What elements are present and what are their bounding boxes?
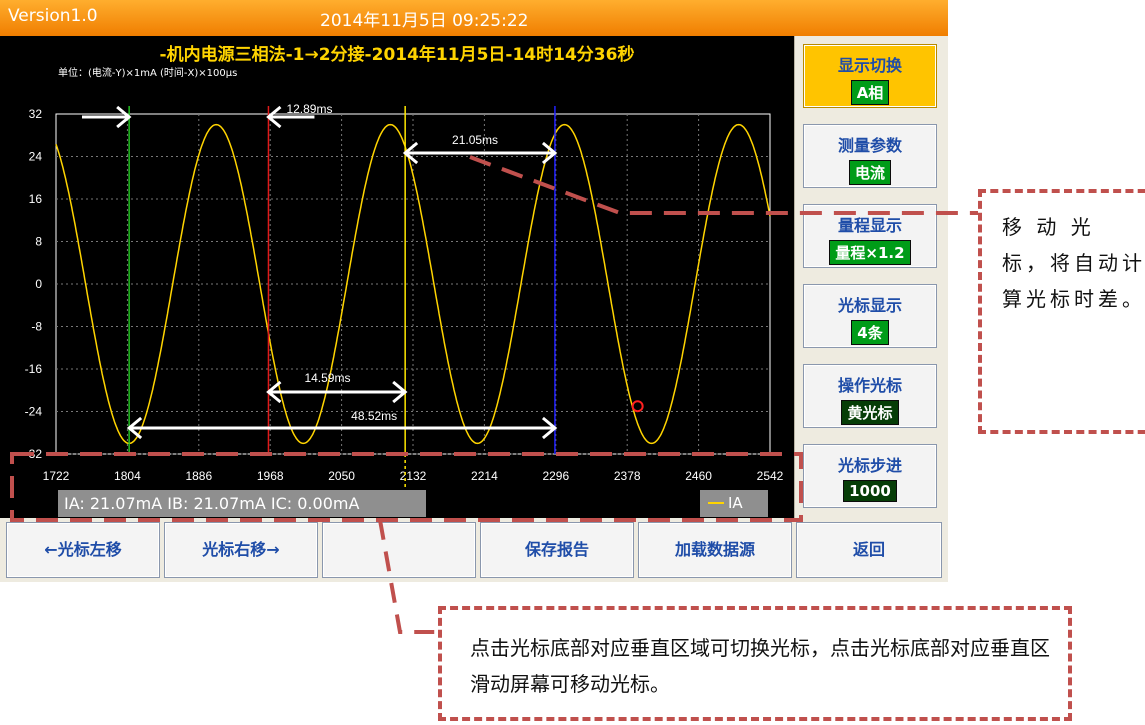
datetime-label: 2014年11月5日 09:25:22 [320, 11, 529, 31]
blank-button[interactable] [322, 522, 476, 578]
selected-point-marker [631, 400, 644, 413]
cursor-step-label: 光标步进 [837, 456, 902, 475]
x-tick-label: 1968 [257, 469, 284, 483]
measure-param-value: 电流 [848, 160, 891, 185]
y-tick-label: -16 [25, 362, 43, 376]
cursor-display-button[interactable]: 光标显示 4条 [803, 284, 937, 348]
legend-swatch [708, 502, 724, 504]
y-tick-label: 16 [29, 192, 43, 206]
save-report-button[interactable]: 保存报告 [480, 522, 634, 578]
legend: IA [700, 490, 768, 517]
arrow-to-green-head [116, 105, 132, 129]
cursor-step-value: 1000 [843, 480, 897, 502]
operate-cursor-value: 黄光标 [841, 400, 899, 425]
measure-label-14ms: 14.59ms [304, 371, 350, 385]
arrow-14ms-head-right [392, 380, 408, 404]
arrow-14ms-head-left [266, 380, 282, 404]
display-switch-value: A相 [850, 80, 890, 105]
range-display-value: 量程×1.2 [829, 240, 911, 265]
cursor-switch-callout: 点击光标底部对应垂直区域可切换光标，点击光标底部对应垂直区滑动屏幕可移动光标。 [438, 606, 1072, 721]
ia-waveform [55, 123, 771, 445]
x-tick-label: 2542 [757, 469, 784, 483]
unit-label: 单位：(电流-Y)×1mA (时间-X)×100μs [58, 68, 238, 79]
back-button[interactable]: 返回 [796, 522, 942, 578]
measure-param-label: 测量参数 [837, 136, 902, 155]
cursor-left-button[interactable]: ←光标左移 [6, 522, 160, 578]
arrow-21ms-head-left [402, 141, 419, 165]
cursor-display-value: 4条 [851, 320, 889, 345]
x-tick-label: 1722 [43, 469, 70, 483]
cursor-display-label: 光标显示 [837, 296, 902, 315]
y-tick-label: 24 [29, 150, 43, 164]
x-tick-label: 1886 [185, 469, 212, 483]
bottom-toolbar: ←光标左移 光标右移→ 保存报告 加载数据源 返回 [0, 518, 948, 582]
x-tick-label: 1804 [114, 469, 141, 483]
range-display-label: 量程显示 [837, 216, 902, 235]
y-tick-label: -8 [31, 320, 42, 334]
cursor-move-callout: 移 动 光 标，将自动计算光标时差。 [978, 189, 1145, 434]
y-tick-label: -32 [25, 447, 43, 461]
y-tick-label: -24 [25, 405, 43, 419]
range-display-button[interactable]: 量程显示 量程×1.2 [803, 204, 937, 268]
current-readout: IA: 21.07mA IB: 21.07mA IC: 0.00mA [58, 490, 426, 517]
plot-title: -机内电源三相法-1→2分接-2014年11月5日-14时14分36秒 [159, 45, 635, 65]
y-tick-label: 32 [29, 107, 43, 121]
display-switch-label: 显示切换 [837, 56, 902, 75]
load-data-source-button[interactable]: 加载数据源 [638, 522, 792, 578]
x-tick-label: 2132 [400, 469, 427, 483]
title-bar: Version1.0 2014年11月5日 09:25:22 [0, 0, 948, 36]
arrow-48ms-head-right [541, 416, 558, 440]
arrow-48ms-head-left [126, 416, 143, 440]
cursor-right-button[interactable]: 光标右移→ [164, 522, 318, 578]
x-tick-label: 2214 [471, 469, 498, 483]
y-tick-label: 0 [35, 277, 42, 291]
right-control-panel: 显示切换 A相 测量参数 电流 量程显示 量程×1.2 光标显示 4条 操作光标… [794, 36, 948, 518]
x-tick-label: 2296 [542, 469, 569, 483]
measure-label-21ms: 21.05ms [452, 133, 498, 147]
arrow-to-red-head [266, 105, 282, 129]
x-tick-label: 2378 [614, 469, 641, 483]
legend-label: IA [728, 494, 743, 512]
x-tick-label: 2460 [685, 469, 712, 483]
measure-label-12ms: 12.89ms [286, 102, 332, 116]
operate-cursor-label: 操作光标 [837, 376, 902, 395]
measure-label-48ms: 48.52ms [351, 409, 397, 423]
operate-cursor-button[interactable]: 操作光标 黄光标 [803, 364, 937, 428]
y-tick-label: 8 [35, 235, 42, 249]
cursor-step-button[interactable]: 光标步进 1000 [803, 444, 937, 508]
x-tick-label: 2050 [328, 469, 355, 483]
measure-param-button[interactable]: 测量参数 电流 [803, 124, 937, 188]
version-label: Version1.0 [8, 6, 98, 26]
display-switch-button[interactable]: 显示切换 A相 [803, 44, 937, 108]
waveform-panel: 32 24 16 8 0 -8 -16 -24 -32 1722 1804 1886 1968 2050 2… [0, 36, 794, 518]
